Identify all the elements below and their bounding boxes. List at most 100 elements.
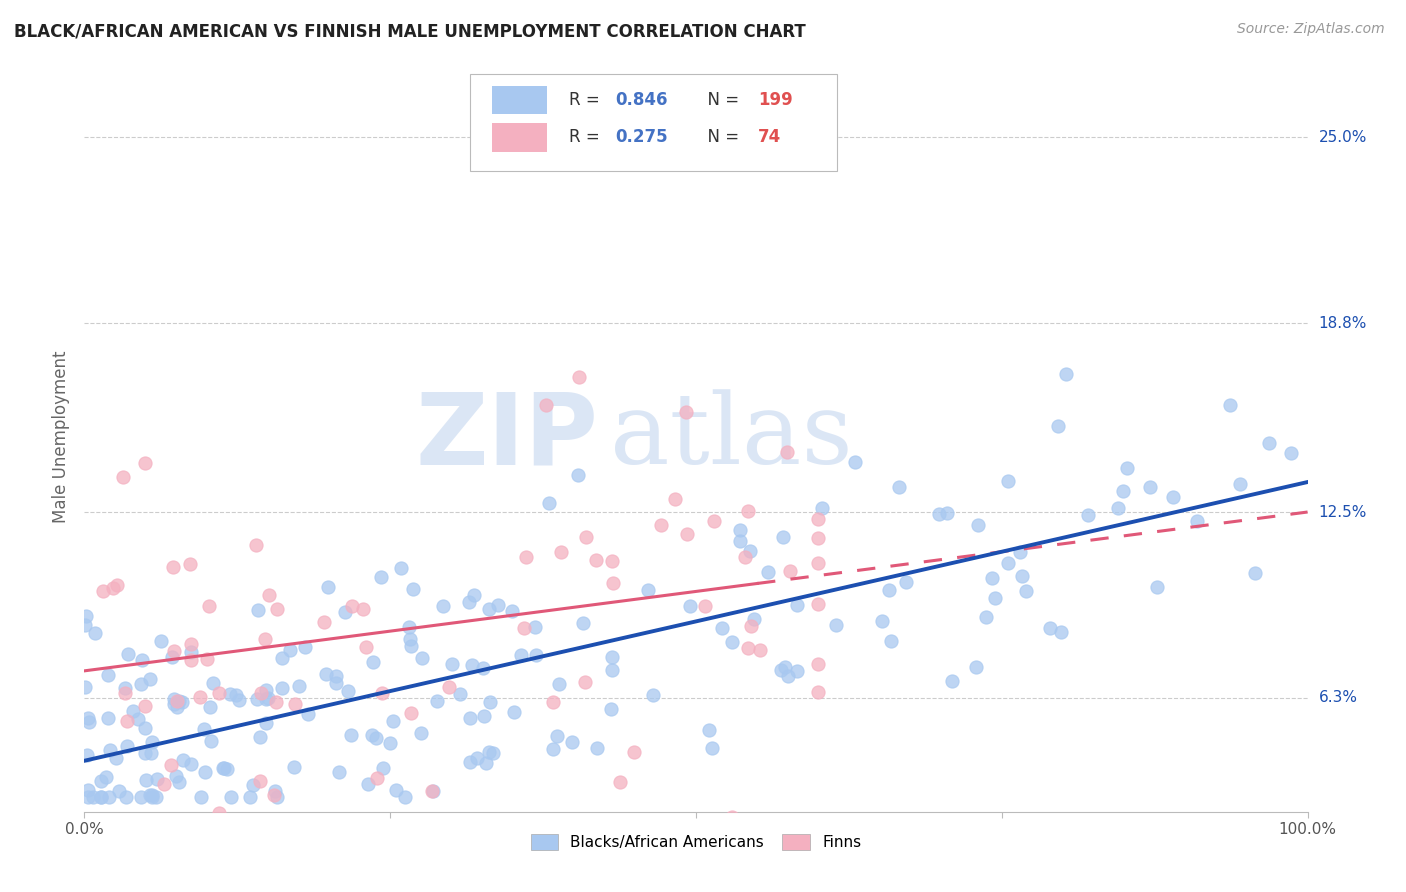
Point: [936, 506, 959, 520]
Point: [1185, 514, 1208, 528]
Point: [432, 599, 454, 614]
Point: [166, 694, 188, 708]
Point: [523, 620, 546, 634]
Point: [264, 695, 287, 709]
Point: [807, 557, 830, 571]
Point: [872, 614, 894, 628]
Point: [637, 582, 659, 597]
Point: [97, 668, 120, 682]
Point: [472, 661, 495, 675]
Text: BLACK/AFRICAN AMERICAN VS FINNISH MALE UNEMPLOYMENT CORRELATION CHART: BLACK/AFRICAN AMERICAN VS FINNISH MALE U…: [14, 22, 806, 40]
Point: [245, 538, 267, 552]
Point: [263, 788, 285, 802]
Point: [328, 765, 350, 780]
Point: [188, 690, 211, 704]
Point: [779, 564, 801, 578]
Point: [420, 784, 443, 798]
Point: [472, 709, 495, 723]
Point: [609, 774, 631, 789]
Point: [1146, 580, 1168, 594]
Point: [146, 772, 169, 786]
Point: [675, 405, 697, 419]
Point: [650, 518, 672, 533]
Point: [254, 692, 277, 706]
Point: [114, 685, 136, 699]
Point: [880, 633, 903, 648]
Point: [534, 398, 557, 412]
Point: [737, 504, 759, 518]
Point: [409, 726, 432, 740]
Point: [228, 693, 250, 707]
Point: [478, 745, 501, 759]
Point: [198, 599, 221, 613]
Text: 74: 74: [758, 128, 782, 146]
Point: [207, 805, 229, 820]
Point: [284, 697, 307, 711]
Point: [786, 598, 808, 612]
Point: [928, 507, 950, 521]
Point: [1244, 566, 1267, 580]
Point: [703, 514, 725, 528]
Point: [315, 667, 337, 681]
Point: [728, 524, 751, 538]
Point: [98, 789, 121, 804]
Point: [602, 649, 624, 664]
Point: [1054, 368, 1077, 382]
Point: [75, 608, 97, 623]
Point: [180, 645, 202, 659]
Point: [76, 747, 98, 762]
Point: [561, 735, 583, 749]
Bar: [492, 123, 547, 152]
Point: [212, 761, 235, 775]
Point: [481, 746, 503, 760]
Point: [180, 757, 202, 772]
Point: [568, 370, 591, 384]
Point: [208, 686, 231, 700]
Point: [575, 530, 598, 544]
Point: [163, 644, 186, 658]
Point: [749, 643, 772, 657]
Point: [877, 582, 900, 597]
Point: [512, 621, 534, 635]
Point: [478, 695, 501, 709]
Point: [501, 604, 523, 618]
Point: [807, 531, 830, 545]
Point: [149, 634, 172, 648]
Point: [1229, 477, 1251, 491]
Point: [602, 664, 624, 678]
Text: 199: 199: [758, 91, 793, 109]
Point: [356, 640, 378, 654]
Point: [967, 518, 990, 533]
Point: [756, 565, 779, 579]
Point: [541, 695, 564, 709]
Point: [103, 582, 125, 596]
Point: [980, 570, 1002, 584]
Point: [1219, 398, 1241, 412]
Point: [394, 789, 416, 804]
Point: [83, 625, 105, 640]
Point: [163, 692, 186, 706]
Point: [941, 673, 963, 688]
Point: [166, 700, 188, 714]
Point: [108, 784, 131, 798]
Text: 25.0%: 25.0%: [1319, 130, 1367, 145]
Point: [333, 605, 356, 619]
Point: [1011, 569, 1033, 583]
Point: [316, 581, 339, 595]
Point: [165, 769, 187, 783]
Point: [437, 680, 460, 694]
Text: Source: ZipAtlas.com: Source: ZipAtlas.com: [1237, 22, 1385, 37]
Point: [90, 789, 112, 804]
Point: [740, 618, 762, 632]
Point: [139, 673, 162, 687]
Point: [201, 676, 224, 690]
Point: [721, 809, 744, 823]
Point: [643, 688, 665, 702]
Point: [1077, 508, 1099, 522]
Point: [195, 652, 218, 666]
Point: [239, 789, 262, 804]
Point: [1115, 460, 1137, 475]
Point: [772, 530, 794, 544]
Point: [297, 707, 319, 722]
Point: [98, 743, 121, 757]
